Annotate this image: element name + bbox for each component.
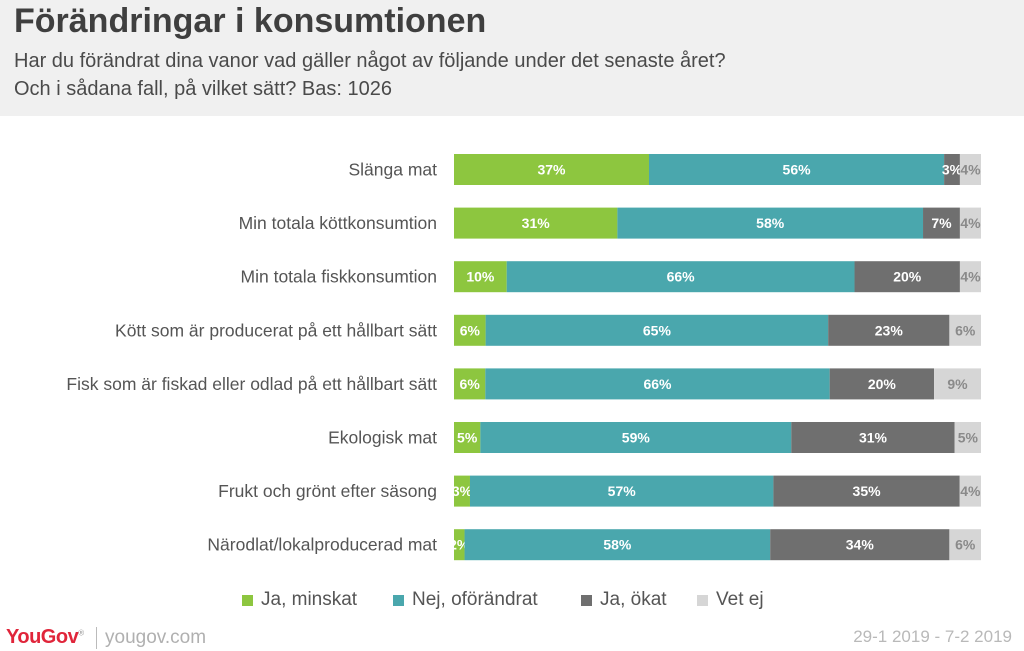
data-label: 10% [466,269,495,285]
yougov-logo-text: YouGov [6,626,79,648]
bar-segment-vet-ej [949,314,981,346]
legend-item-vet-ej: Vet ej [697,589,764,611]
bar-segment-ja-kat [923,207,960,239]
data-label: 66% [667,269,696,285]
data-label: 4% [960,162,981,178]
bar-segment-ja-minskat [454,154,649,185]
bar-segment-nej-of-r-ndrat [464,529,771,561]
data-label: 4% [960,269,981,285]
bar-segment-ja-kat [791,422,955,453]
chart-title: Förändringar i konsumtionen [14,2,487,40]
chart-legend: Ja, minskat Nej, oförändrat Ja, ökat Vet ej [0,589,1024,613]
bar-segment-ja-minskat [454,529,465,561]
data-label: 59% [622,430,651,446]
bar-segment-nej-of-r-ndrat [648,154,945,185]
footer-divider [96,627,97,649]
data-label: 20% [893,269,922,285]
data-label: 4% [960,215,981,231]
legend-swatch [581,594,592,606]
data-label: 6% [460,376,481,392]
bar-segment-nej-of-r-ndrat [485,368,830,400]
bar-segment-nej-of-r-ndrat [617,207,924,239]
yougov-logo: YouGov® [6,626,84,649]
bar-segment-vet-ej [959,154,981,185]
header-band: Förändringar i konsumtionen Har du förän… [0,0,1024,116]
bar-segment-ja-minskat [454,368,486,400]
data-label: 57% [608,483,637,499]
data-label: 5% [457,430,478,446]
bar-segment-ja-minskat [454,475,470,507]
bar-segment-vet-ej [959,475,981,507]
legend-swatch [242,594,253,606]
legend-label: Ja, ökat [600,589,667,610]
data-label: 6% [955,322,976,338]
bar-segment-ja-kat [828,314,950,346]
bar-segment-nej-of-r-ndrat [506,261,855,293]
data-label: 23% [875,322,904,338]
data-label: 34% [846,537,875,553]
data-label: 66% [643,376,672,392]
bar-segment-ja-minskat [454,207,618,239]
bar-segment-vet-ej [954,422,981,453]
bar-segment-nej-of-r-ndrat [469,475,774,507]
legend-label: Nej, oförändrat [412,589,538,610]
bar-segment-vet-ej [934,368,981,400]
data-label: 7% [931,215,952,231]
bar-segment-vet-ej [959,207,981,239]
data-label: 20% [868,376,897,392]
legend-label: Vet ej [716,589,764,610]
bar-segment-ja-kat [829,368,935,400]
category-label: Min totala köttkonsumtion [239,213,437,233]
category-label: Närodlat/lokalproducerad mat [207,535,437,555]
bar-segment-ja-minskat [454,261,507,293]
data-label: 4% [960,483,981,499]
chart-subtitle-line2: Och i sådana fall, på vilket sätt? Bas: … [14,78,392,100]
bar-segment-ja-kat [944,154,960,185]
category-label: Slänga mat [348,160,437,180]
bar-segment-vet-ej [959,261,981,293]
data-label: 58% [756,215,785,231]
data-label: 58% [603,537,632,553]
category-label: Kött som är producerat på ett hållbart s… [115,320,437,340]
footer-site-link[interactable]: yougov.com [105,627,207,648]
legend-label: Ja, minskat [261,589,358,610]
legend-item-ja-minskat: Ja, minskat [242,589,357,611]
data-label: 5% [958,430,979,446]
category-label: Min totala fiskkonsumtion [241,267,437,287]
category-label: Fisk som är fiskad eller odlad på ett hå… [66,374,437,394]
legend-swatch [697,594,708,606]
bar-segment-ja-kat [773,475,960,507]
chart-subtitle-line1: Har du förändrat dina vanor vad gäller n… [14,50,726,72]
data-label: 37% [537,162,566,178]
legend-swatch [393,594,404,606]
data-label: 65% [643,322,672,338]
legend-item-nej-of-r-ndrat: Nej, oförändrat [393,589,538,611]
bar-segment-ja-kat [854,261,960,293]
data-label: 31% [859,430,888,446]
footer-date-range: 29-1 2019 - 7-2 2019 [853,627,1012,646]
category-label: Ekologisk mat [328,428,437,448]
data-label: 3% [942,162,963,178]
bar-segment-ja-minskat [454,422,481,453]
data-label: 9% [947,376,968,392]
registered-mark: ® [78,628,84,638]
bar-segment-nej-of-r-ndrat [480,422,792,453]
legend-item-ja-kat: Ja, ökat [581,589,667,611]
bar-segment-vet-ej [949,529,981,561]
data-label: 6% [955,537,976,553]
data-label: 35% [853,483,882,499]
data-label: 6% [460,322,481,338]
data-label: 31% [522,215,551,231]
data-label: 3% [452,483,473,499]
bar-segment-ja-kat [770,529,950,561]
data-label: 56% [783,162,812,178]
bar-segment-nej-of-r-ndrat [485,314,829,346]
category-label: Frukt och grönt efter säsong [218,481,437,501]
bar-segment-ja-minskat [454,314,486,346]
